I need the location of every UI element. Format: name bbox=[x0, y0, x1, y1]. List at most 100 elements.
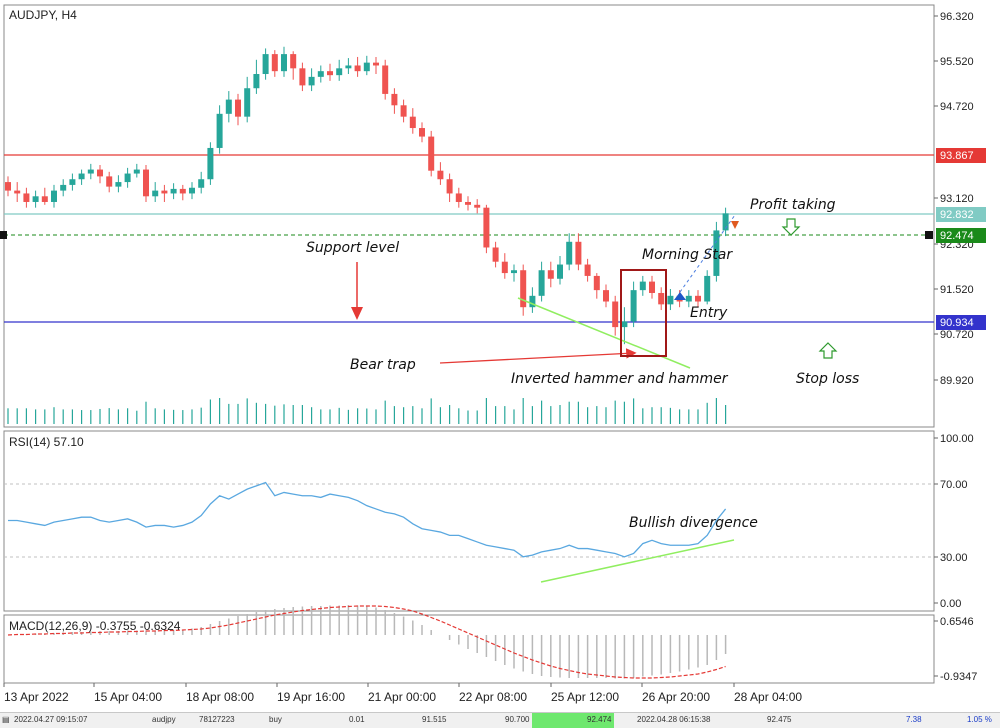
price-tick: 94.720 bbox=[940, 101, 974, 113]
support-price-tag bbox=[936, 315, 986, 330]
current-price-label: 92.474 bbox=[940, 230, 974, 242]
price-tick: 89.920 bbox=[940, 375, 974, 387]
candle bbox=[87, 163, 94, 180]
resistance-price-label: 93.867 bbox=[940, 150, 974, 162]
candle bbox=[391, 88, 398, 114]
candle bbox=[14, 182, 21, 202]
candle bbox=[253, 59, 260, 94]
candle bbox=[658, 287, 665, 311]
bear-trap-arrow-icon bbox=[439, 348, 637, 364]
candle bbox=[419, 122, 425, 143]
support-level-label: Support level bbox=[306, 240, 399, 256]
price-tick: 90.720 bbox=[940, 329, 974, 341]
candle bbox=[529, 287, 536, 313]
profit-taking-label: Profit taking bbox=[750, 197, 836, 213]
candle bbox=[281, 46, 287, 77]
status-ticket: 78127223 bbox=[199, 715, 235, 724]
candle bbox=[216, 105, 223, 154]
candle bbox=[161, 184, 168, 202]
candle bbox=[207, 142, 214, 185]
status-volume: 0.01 bbox=[349, 715, 365, 724]
candle bbox=[290, 51, 297, 80]
candle bbox=[520, 264, 527, 316]
bid-marker-right bbox=[925, 231, 933, 239]
time-tick: 13 Apr 2022 bbox=[4, 690, 69, 704]
macd-panel[interactable] bbox=[3, 614, 935, 684]
time-tick: 19 Apr 16:00 bbox=[277, 690, 345, 704]
rsi-tick: 0.00 bbox=[940, 598, 961, 610]
tp-highlight bbox=[532, 713, 614, 728]
candle bbox=[198, 171, 205, 194]
status-time: 2022.04.27 09:15:07 bbox=[14, 715, 88, 724]
candle bbox=[455, 187, 462, 208]
candle bbox=[51, 184, 57, 208]
candle bbox=[483, 204, 490, 254]
candle bbox=[317, 65, 324, 83]
price-tick: 93.120 bbox=[940, 193, 974, 205]
time-tick: 21 Apr 00:00 bbox=[368, 690, 436, 704]
candle bbox=[308, 68, 315, 92]
support-price-label: 90.934 bbox=[940, 317, 974, 329]
candle bbox=[133, 163, 140, 178]
candle bbox=[152, 182, 159, 202]
candle bbox=[575, 233, 582, 271]
entry-label: Entry bbox=[690, 305, 728, 321]
candle bbox=[354, 56, 361, 77]
resistance-price-tag bbox=[936, 148, 986, 163]
price-panel[interactable] bbox=[3, 4, 935, 428]
rsi-tick: 30.00 bbox=[940, 552, 968, 564]
profit-price-tag bbox=[936, 207, 986, 222]
candle bbox=[345, 58, 352, 75]
macd-signal-line bbox=[7, 605, 726, 679]
candle bbox=[189, 182, 195, 200]
candle bbox=[78, 169, 85, 185]
current-price-tag bbox=[936, 228, 986, 243]
status-symbol: audjpy bbox=[152, 715, 176, 724]
rsi-tick: 70.00 bbox=[940, 479, 968, 491]
candle bbox=[262, 48, 269, 80]
entry-arrow-icon bbox=[674, 292, 686, 300]
exit-arrow-icon bbox=[731, 221, 739, 229]
time-tick: 28 Apr 04:00 bbox=[734, 690, 802, 704]
candle bbox=[428, 130, 435, 177]
candle bbox=[630, 281, 637, 328]
candle bbox=[170, 183, 177, 200]
candle bbox=[538, 261, 545, 302]
candle bbox=[299, 62, 306, 92]
rsi-tick: 100.00 bbox=[940, 433, 974, 445]
time-tick: 26 Apr 20:00 bbox=[642, 690, 710, 704]
candle bbox=[363, 55, 370, 76]
price-tick: 96.320 bbox=[940, 11, 974, 23]
candle bbox=[566, 233, 573, 271]
candle bbox=[621, 307, 628, 345]
candle bbox=[492, 241, 499, 268]
candle bbox=[124, 167, 131, 188]
candle bbox=[106, 171, 113, 193]
profit-arrow-icon bbox=[781, 218, 801, 236]
candle bbox=[511, 264, 517, 282]
inverted-hammer-label: Inverted hammer and hammer bbox=[511, 371, 729, 387]
candle bbox=[465, 196, 471, 211]
morning-star-label: Morning Star bbox=[642, 247, 733, 263]
candle bbox=[685, 290, 692, 308]
price-tick: 91.520 bbox=[940, 284, 974, 296]
time-tick: 15 Apr 04:00 bbox=[94, 690, 162, 704]
rsi-panel[interactable] bbox=[3, 430, 935, 612]
candle bbox=[69, 173, 76, 191]
candle bbox=[115, 175, 122, 193]
macd-histogram bbox=[16, 605, 727, 679]
candle bbox=[667, 289, 674, 311]
candle bbox=[695, 290, 701, 308]
chart-window[interactable]: 96.320 95.520 94.720 93.120 92.320 91.52… bbox=[0, 0, 1000, 712]
status-sl: 90.700 bbox=[505, 715, 530, 724]
time-tick: 18 Apr 08:00 bbox=[186, 690, 254, 704]
candle bbox=[446, 173, 453, 202]
candle bbox=[5, 176, 11, 197]
trade-icon: ▤ bbox=[2, 715, 10, 724]
candle bbox=[501, 253, 508, 279]
candle bbox=[143, 165, 149, 202]
stop-loss-label: Stop loss bbox=[796, 371, 859, 387]
stop-loss-arrow-icon bbox=[818, 342, 838, 359]
candle bbox=[235, 93, 241, 126]
candle bbox=[593, 273, 600, 299]
